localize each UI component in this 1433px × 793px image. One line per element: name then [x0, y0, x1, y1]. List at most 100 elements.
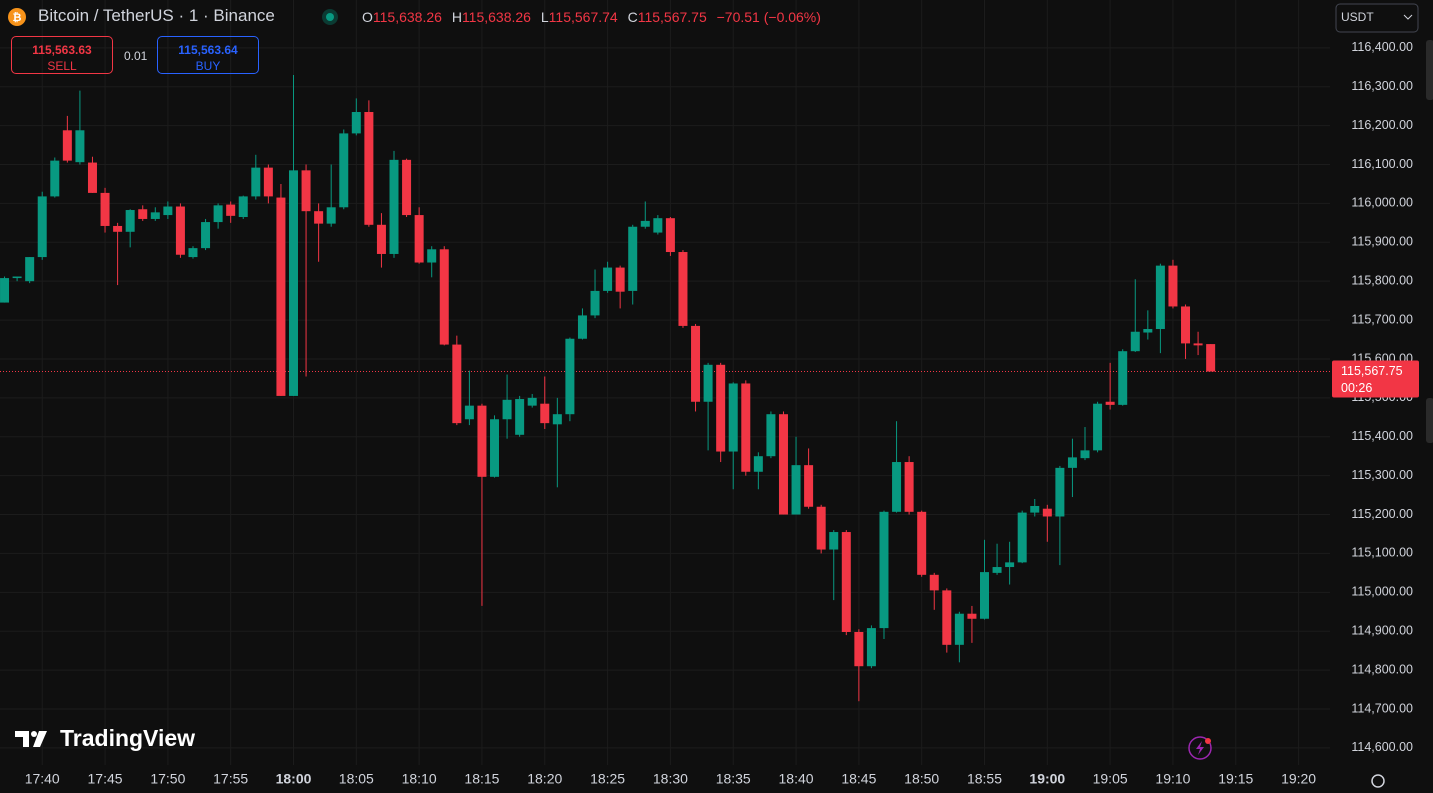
candle-body — [364, 112, 374, 225]
y-tick-label: 114,600.00 — [1351, 740, 1413, 754]
candle-body — [50, 160, 60, 197]
candle-body — [892, 462, 902, 512]
candle-body — [728, 383, 738, 452]
candle-body — [427, 249, 437, 263]
ohlc-value: 115,638.26 — [461, 9, 531, 25]
status-dot — [326, 13, 334, 21]
scroll-handle[interactable] — [1426, 40, 1433, 100]
candle-body — [879, 511, 889, 629]
candle-body — [1093, 403, 1103, 451]
candle-body — [954, 613, 964, 645]
buy-label: BUY — [195, 59, 221, 73]
candle-body — [929, 574, 939, 591]
sell-button[interactable]: 115,563.63 SELL — [11, 36, 113, 74]
candle-body — [376, 224, 386, 254]
countdown: 00:26 — [1341, 381, 1372, 395]
change: −70.51 (−0.06%) — [716, 9, 821, 25]
x-tick-label: 18:50 — [904, 771, 939, 787]
candle-body — [477, 405, 487, 477]
y-tick-label: 116,000.00 — [1351, 196, 1413, 210]
quantity[interactable]: 0.01 — [124, 49, 148, 63]
x-tick-label: 18:55 — [967, 771, 1002, 787]
candle-body — [452, 344, 462, 424]
logo-mark — [33, 731, 47, 747]
y-tick-label: 116,300.00 — [1351, 79, 1413, 93]
bitcoin-glyph: ₿ — [13, 12, 22, 24]
x-tick-label: 19:20 — [1281, 771, 1316, 787]
candle-body — [967, 613, 977, 619]
candle-body — [716, 364, 726, 452]
last-price-tag — [1332, 360, 1419, 398]
candle-body — [741, 383, 751, 472]
candle-body — [75, 130, 85, 163]
symbol-title: Bitcoin / TetherUS · 1 · Binance — [38, 6, 275, 26]
candle-body — [1067, 457, 1077, 468]
currency-dropdown[interactable] — [1335, 3, 1419, 33]
candle-body — [163, 206, 173, 216]
settings-icon[interactable] — [1371, 774, 1385, 788]
time-axis-panel — [0, 765, 1330, 793]
candle-body — [113, 225, 123, 232]
x-tick-label: 19:15 — [1218, 771, 1253, 787]
y-tick-label: 115,100.00 — [1351, 546, 1413, 560]
candle-body — [615, 267, 625, 292]
candle-body — [791, 465, 801, 515]
candle-body — [917, 511, 927, 575]
candle-body — [150, 212, 160, 219]
candle-body — [314, 211, 324, 224]
x-tick-label: 17:55 — [213, 771, 248, 787]
notification-dot — [1205, 738, 1211, 744]
y-tick-label: 114,900.00 — [1351, 624, 1413, 638]
candle-body — [703, 364, 713, 402]
ohlc-value: 115,638.26 — [372, 9, 442, 25]
y-tick-label: 115,400.00 — [1351, 429, 1413, 443]
y-tick-label: 115,300.00 — [1351, 468, 1413, 482]
logo-mark — [31, 731, 37, 737]
buy-button[interactable]: 115,563.64 BUY — [157, 36, 259, 74]
candle-body — [979, 572, 989, 619]
candle-body — [753, 456, 763, 472]
x-tick-label: 18:35 — [716, 771, 751, 787]
candle-body — [590, 290, 600, 316]
candle-body — [25, 257, 35, 282]
candle-body — [1206, 344, 1216, 372]
candle-body — [841, 532, 851, 632]
lightning-icon[interactable] — [1188, 736, 1212, 760]
candle-body — [100, 192, 110, 226]
ohlc-key: H — [451, 9, 462, 25]
candle-body — [238, 196, 248, 218]
candle-body — [188, 248, 198, 258]
candle-body — [1017, 512, 1027, 563]
last-price-label: 115,567.75 — [1341, 364, 1403, 378]
candle-body — [263, 167, 273, 197]
candle-body — [829, 532, 839, 550]
candle-body — [640, 220, 650, 227]
candle-body — [854, 631, 864, 667]
candle-body — [389, 159, 399, 254]
candle-body — [1193, 343, 1203, 346]
x-tick-label: 18:05 — [339, 771, 374, 787]
candle-body — [1118, 351, 1128, 405]
candle-body — [992, 567, 1002, 573]
candle-body — [490, 419, 500, 477]
candle-body — [439, 249, 449, 345]
sell-label: SELL — [47, 59, 77, 73]
x-tick-label: 17:40 — [25, 771, 60, 787]
logo-mark — [15, 731, 29, 747]
y-tick-label: 116,100.00 — [1351, 157, 1413, 171]
bitcoin-icon — [8, 8, 26, 26]
y-tick-label: 115,000.00 — [1351, 585, 1413, 599]
candle-body — [1143, 329, 1153, 333]
candle-body — [678, 252, 688, 326]
candle-body — [12, 276, 22, 279]
candle-body — [1168, 265, 1178, 307]
candle-body — [213, 205, 223, 223]
x-tick-label: 19:10 — [1155, 771, 1190, 787]
scroll-handle[interactable] — [1426, 398, 1433, 443]
x-tick-label: 18:10 — [402, 771, 437, 787]
candle-body — [515, 399, 525, 435]
ohlc-key: L — [540, 9, 549, 25]
ohlc-key: C — [627, 9, 638, 25]
candle-body — [414, 215, 424, 263]
